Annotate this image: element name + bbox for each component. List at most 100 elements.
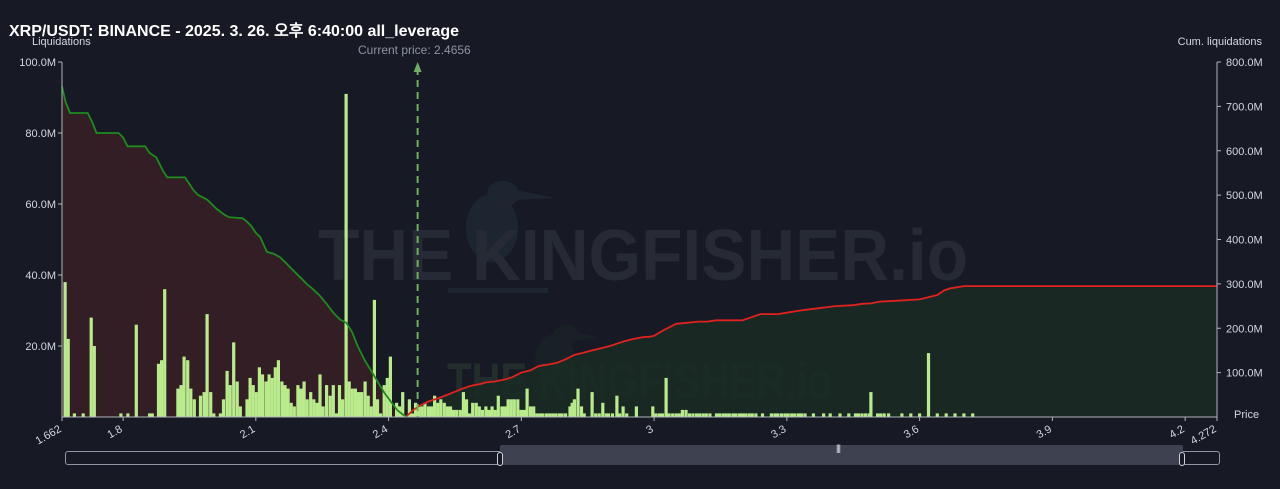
- liquidation-bar: [179, 385, 183, 417]
- liquidation-bar: [312, 399, 316, 418]
- x-tick-label: 1.8: [105, 423, 124, 441]
- liquidation-bar: [887, 413, 891, 417]
- liquidation-bar: [148, 413, 152, 417]
- x-tick-label: 3.3: [769, 423, 788, 441]
- liquidation-bar: [89, 317, 93, 417]
- liquidation-bar: [535, 413, 539, 417]
- liquidation-bar: [429, 406, 434, 417]
- liquidation-bar: [664, 377, 668, 417]
- liquidation-bar: [369, 406, 373, 417]
- liquidation-bar: [747, 413, 751, 417]
- liquidation-bar: [687, 413, 692, 417]
- liquidation-bar: [594, 413, 598, 417]
- liquidation-bar: [66, 338, 70, 417]
- liquidation-bar: [790, 413, 794, 417]
- liquidation-bar: [519, 409, 523, 417]
- liquidation-bar: [209, 392, 213, 417]
- liquidation-bar: [163, 289, 167, 417]
- short-cumulative-line: [61, 86, 407, 418]
- liquidation-bar: [484, 406, 488, 417]
- liquidation-bar: [341, 399, 345, 418]
- liquidation-bar: [455, 409, 459, 417]
- liquidation-bar: [847, 413, 851, 417]
- liquidation-bar: [529, 406, 533, 417]
- liquidation-bar: [882, 413, 886, 417]
- x-tick-label: 3.9: [1035, 423, 1054, 441]
- x-tick-label: 4.2: [1167, 423, 1186, 441]
- liquidation-bar: [189, 388, 193, 417]
- right-tick-label: 100.0M: [1226, 368, 1263, 380]
- liquidation-bar: [119, 413, 123, 417]
- right-axis-title: Cum. liquidations: [1177, 36, 1262, 48]
- liquidation-bar: [590, 392, 594, 417]
- liquidation-bar: [944, 413, 948, 417]
- liquidation-bar: [680, 409, 684, 417]
- liquidation-bar: [512, 399, 516, 418]
- liquidation-bar: [344, 93, 348, 418]
- liquidation-bar: [379, 413, 383, 417]
- liquidation-bar: [296, 385, 300, 417]
- liquidation-bar: [254, 392, 258, 417]
- liquidation-bar: [634, 406, 638, 417]
- x-tick-label: 3: [644, 423, 655, 436]
- left-tick-label: 60.0M: [25, 199, 56, 211]
- liquidation-bar: [516, 399, 520, 418]
- liquidation-bar: [597, 413, 601, 417]
- liquidation-bar: [876, 413, 880, 417]
- liquidation-bar: [245, 399, 249, 418]
- liquidation-bar: [909, 413, 913, 417]
- grip-icon[interactable]: |||: [836, 443, 841, 453]
- liquidation-bar: [452, 409, 456, 417]
- liquidation-bar: [366, 395, 370, 417]
- liquidation-bar: [232, 342, 236, 417]
- area-fills: [62, 86, 1217, 418]
- liquidation-bar: [572, 399, 576, 418]
- bar-series: [63, 93, 975, 418]
- liquidation-bar: [714, 413, 719, 417]
- liquidation-bar: [799, 413, 804, 417]
- range-start-handle[interactable]: [497, 452, 503, 466]
- liquidation-bar: [721, 413, 725, 417]
- liquidation-bar: [270, 377, 274, 417]
- liquidation-bar: [671, 413, 675, 417]
- liquidation-bar: [493, 409, 497, 417]
- liquidation-bar: [276, 360, 280, 417]
- liquidation-bar: [684, 409, 688, 417]
- liquidation-bar: [388, 356, 392, 417]
- liquidation-bar: [433, 395, 437, 417]
- liquidation-bar: [420, 406, 424, 417]
- liquidation-bar: [724, 413, 728, 417]
- liquidation-bar: [401, 392, 405, 417]
- liquidation-bar: [283, 385, 287, 417]
- x-tick-label: 3.6: [902, 423, 921, 441]
- range-scrollbar-thumb[interactable]: [500, 445, 1183, 465]
- right-tick-label: 400.0M: [1226, 235, 1263, 247]
- liquidation-bar: [570, 402, 574, 417]
- liquidation-bar: [235, 381, 239, 417]
- liquidation-bar: [353, 388, 357, 417]
- long-cumulative-area: [406, 286, 1217, 417]
- liquidation-bar: [548, 413, 552, 417]
- liquidation-bar: [63, 282, 67, 417]
- liquidation-bar: [838, 413, 842, 417]
- liquidation-bar: [289, 402, 293, 417]
- liquidation-bar: [564, 413, 568, 417]
- right-tick-label: 300.0M: [1226, 279, 1263, 291]
- liquidation-bar: [667, 413, 671, 417]
- current-price-label: Current price: 2.4656: [358, 43, 471, 57]
- liquidation-bar: [704, 413, 708, 417]
- liquidation-bar: [654, 413, 658, 417]
- liquidation-bar: [783, 413, 787, 417]
- liquidation-bar: [264, 381, 268, 417]
- chart-title: XRP/USDT: BINANCE - 2025. 3. 26. 오후 6:40…: [9, 23, 460, 40]
- x-tick-label: 4.272: [1189, 423, 1219, 447]
- range-end-handle[interactable]: [1179, 452, 1185, 466]
- liquidation-bar: [803, 413, 807, 417]
- left-axis-title: Liquidations: [32, 36, 91, 48]
- liquidation-bar: [477, 406, 481, 417]
- liquidation-bar: [860, 413, 864, 417]
- short-cumulative-area: [62, 86, 407, 418]
- x-tick-label: 2.1: [238, 423, 257, 441]
- liquidation-bar: [776, 413, 780, 417]
